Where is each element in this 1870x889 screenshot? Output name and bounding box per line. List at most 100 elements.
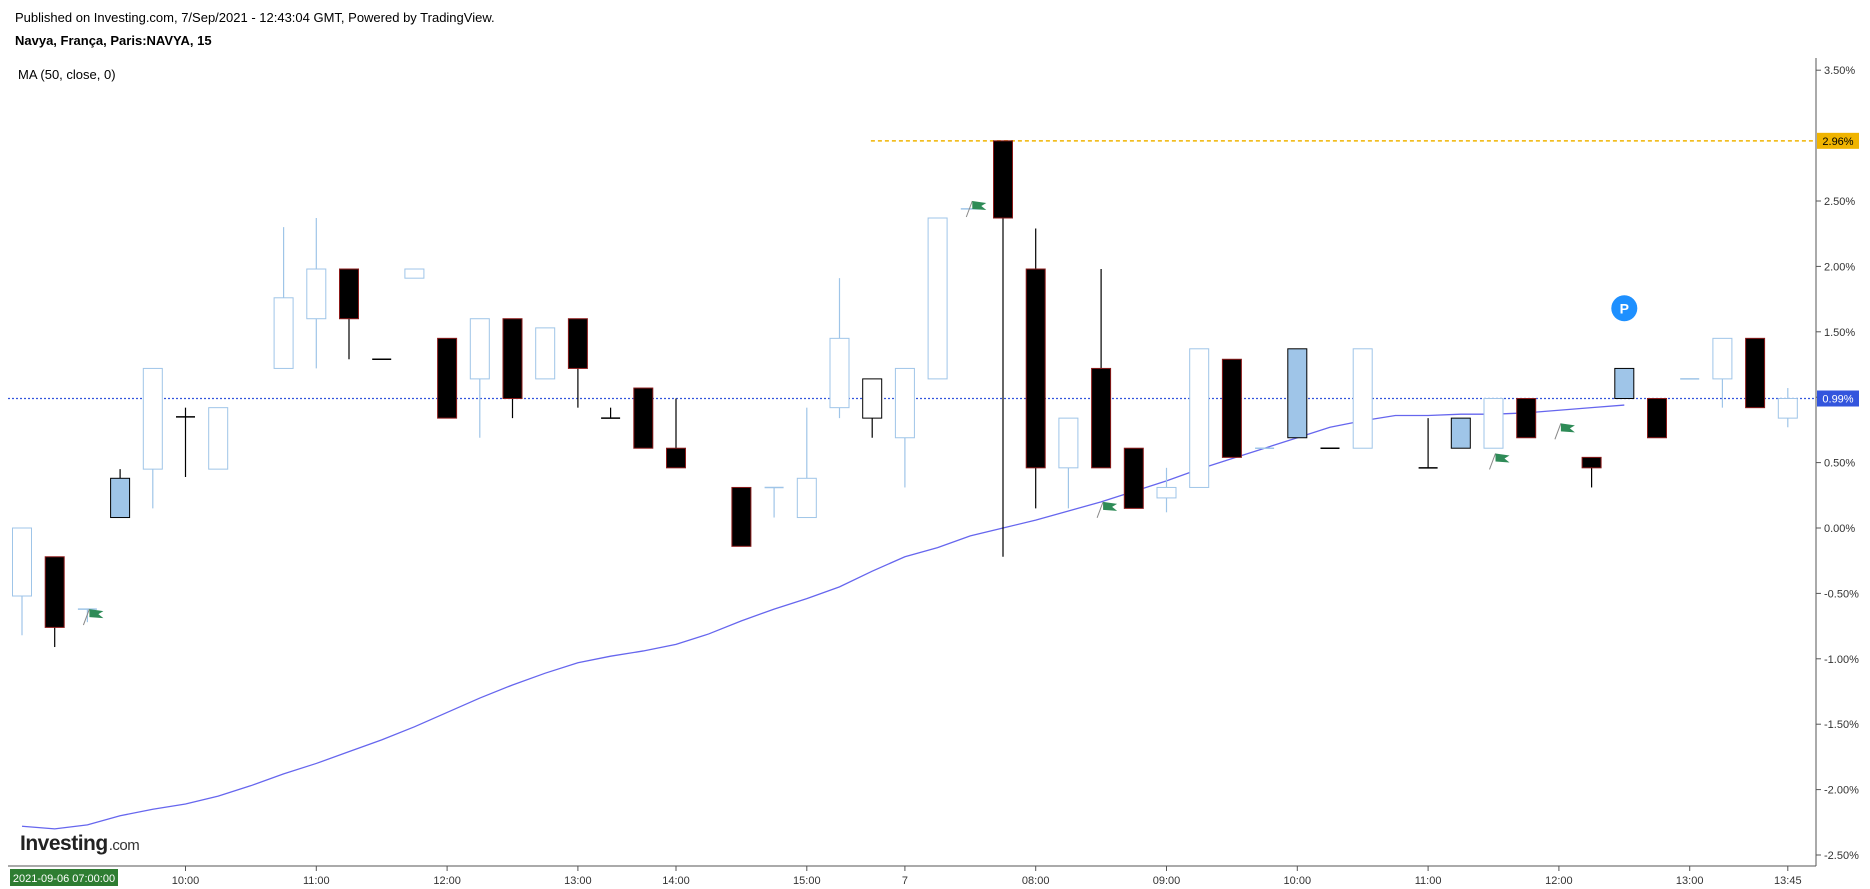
last-price-badge: 0.99% bbox=[1817, 390, 1859, 407]
x-tick-label: 10:00 bbox=[172, 875, 200, 887]
moving-average-layer bbox=[21, 404, 1625, 830]
candle-body bbox=[1156, 486, 1177, 499]
candle-body bbox=[1123, 447, 1144, 509]
published-caption: Published on Investing.com, 7/Sep/2021 -… bbox=[15, 10, 495, 25]
flag-pole bbox=[82, 608, 90, 626]
candle bbox=[502, 318, 523, 419]
y-tick-label: -0.50% bbox=[1824, 588, 1859, 600]
candle-body bbox=[339, 268, 359, 320]
date-badge-label: 2021-09-06 07:00:00 bbox=[13, 873, 115, 885]
candle bbox=[633, 387, 654, 449]
y-tick-label: 3.50% bbox=[1824, 65, 1855, 77]
flag-icon bbox=[965, 200, 987, 218]
candle bbox=[764, 486, 784, 518]
flag-shape bbox=[1103, 501, 1118, 511]
x-tick-label: 15:00 bbox=[793, 875, 821, 887]
symbol-title: Navya, França, Paris:NAVYA, 15 bbox=[15, 33, 212, 48]
candle bbox=[110, 469, 131, 519]
x-tick-label: 11:00 bbox=[1415, 875, 1442, 887]
x-tick-label: 09:00 bbox=[1153, 875, 1181, 887]
investing-logo: Investing.com bbox=[20, 832, 140, 856]
candle-body bbox=[1712, 337, 1733, 380]
candle bbox=[535, 327, 556, 380]
candle bbox=[339, 268, 359, 360]
candle-body bbox=[306, 268, 327, 320]
candle-body bbox=[502, 318, 523, 400]
y-tick-label: -2.50% bbox=[1824, 850, 1859, 862]
candle-body bbox=[1483, 398, 1504, 449]
candle bbox=[273, 227, 294, 369]
flags-layer: P bbox=[82, 200, 1638, 626]
date-badge-bg bbox=[10, 869, 118, 886]
candle-body bbox=[273, 297, 294, 369]
flag-icon bbox=[1096, 501, 1118, 519]
x-tick-label: 10:00 bbox=[1284, 875, 1312, 887]
candle bbox=[1156, 467, 1177, 513]
candle-body bbox=[829, 337, 850, 409]
flag-icon bbox=[82, 608, 104, 626]
candle bbox=[44, 556, 65, 648]
candle-body bbox=[1581, 456, 1602, 469]
flag-shape bbox=[1495, 453, 1510, 463]
p-marker-icon: P bbox=[1611, 295, 1638, 322]
flag-pole bbox=[965, 200, 973, 218]
candle-body bbox=[567, 318, 588, 369]
y-tick-label: 1.50% bbox=[1824, 327, 1855, 339]
candle-body bbox=[862, 378, 883, 419]
last-price-badge-label: 0.99% bbox=[1822, 394, 1853, 406]
candle bbox=[1058, 417, 1079, 509]
candle bbox=[567, 318, 588, 408]
candle bbox=[993, 140, 1013, 557]
flag-pole bbox=[1554, 423, 1562, 440]
x-tick-label: 13:00 bbox=[564, 875, 592, 887]
candle bbox=[1025, 228, 1046, 509]
candle-body bbox=[1189, 348, 1210, 488]
last-price-badge-bg bbox=[1817, 390, 1859, 407]
candle-body bbox=[731, 486, 752, 547]
flag-pole bbox=[1096, 501, 1104, 519]
ma-line bbox=[21, 404, 1625, 830]
flag-shape bbox=[89, 609, 104, 619]
x-tick-label: 14:00 bbox=[662, 875, 690, 887]
date-badge: 2021-09-06 07:00:00 bbox=[10, 869, 118, 886]
candle bbox=[1091, 269, 1112, 469]
high-price-badge-label: 2.96% bbox=[1822, 136, 1853, 148]
candle bbox=[1614, 367, 1635, 400]
candle-body bbox=[1091, 367, 1112, 469]
candle bbox=[208, 407, 229, 470]
candle-body bbox=[1287, 348, 1308, 439]
candle-body bbox=[12, 527, 32, 597]
candle bbox=[1287, 348, 1308, 439]
candle bbox=[796, 407, 817, 519]
candle bbox=[1221, 358, 1242, 458]
candle-body bbox=[666, 447, 686, 469]
x-tick-label: 7 bbox=[902, 875, 908, 887]
flag-icon bbox=[1489, 453, 1510, 470]
candle bbox=[601, 407, 621, 419]
candle-body bbox=[894, 367, 915, 439]
candle-body bbox=[1516, 398, 1537, 439]
flag-icon bbox=[1554, 423, 1575, 440]
candle-body bbox=[208, 407, 229, 470]
x-tick-label: 13:45 bbox=[1774, 875, 1802, 887]
candle-body bbox=[1777, 398, 1798, 419]
y-tick-label: 0.50% bbox=[1824, 458, 1855, 470]
candle bbox=[142, 367, 163, 509]
candle bbox=[1647, 398, 1667, 439]
candle bbox=[1712, 337, 1733, 408]
candle-body bbox=[1025, 268, 1046, 469]
y-tick-label: -1.00% bbox=[1824, 654, 1859, 666]
candle bbox=[1352, 348, 1373, 449]
candle-body bbox=[1221, 358, 1242, 458]
x-tick-label: 12:00 bbox=[433, 875, 461, 887]
candle-body bbox=[796, 477, 817, 519]
candle bbox=[1581, 456, 1602, 488]
candle bbox=[927, 217, 948, 380]
indicator-legend: MA (50, close, 0) bbox=[18, 67, 116, 82]
candle bbox=[1189, 348, 1210, 488]
candle bbox=[12, 527, 32, 636]
high-price-badge: 2.96% bbox=[1817, 132, 1859, 149]
candle bbox=[1483, 398, 1504, 449]
candle-body bbox=[44, 556, 65, 628]
